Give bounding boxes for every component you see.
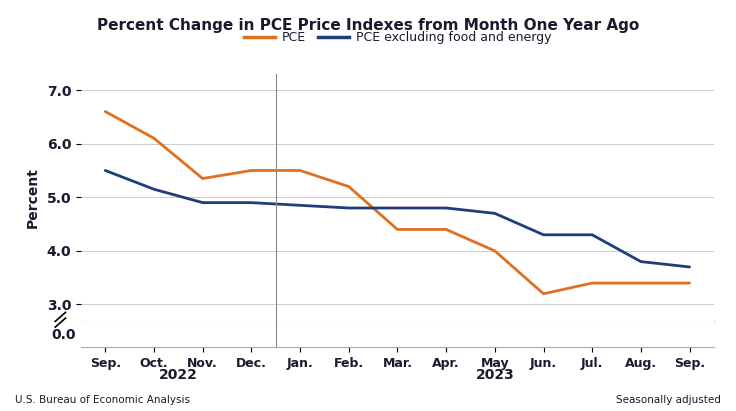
Text: U.S. Bureau of Economic Analysis: U.S. Bureau of Economic Analysis <box>15 395 190 405</box>
Legend: PCE, PCE excluding food and energy: PCE, PCE excluding food and energy <box>239 26 556 49</box>
Text: Seasonally adjusted: Seasonally adjusted <box>617 395 721 405</box>
Y-axis label: Percent: Percent <box>26 167 40 228</box>
Text: 2022: 2022 <box>159 368 198 382</box>
Text: Percent Change in PCE Price Indexes from Month One Year Ago: Percent Change in PCE Price Indexes from… <box>97 18 639 33</box>
Text: 2023: 2023 <box>475 368 514 382</box>
